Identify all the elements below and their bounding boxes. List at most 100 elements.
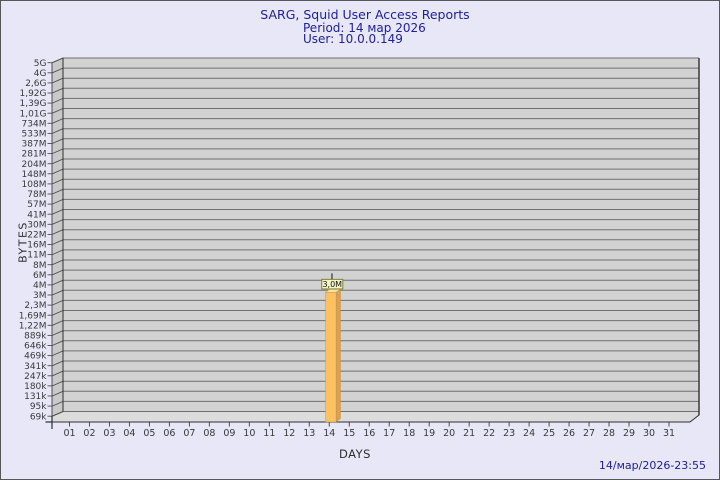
wall-tick [52, 249, 64, 256]
x-tick-label: 25 [543, 428, 555, 439]
report-timestamp: 14/мар/2026-23:55 [598, 459, 706, 472]
y-tick-label: 180k [24, 382, 47, 392]
wall-tick [52, 97, 64, 104]
x-tick-label: 10 [243, 428, 255, 439]
x-tick-label: 21 [463, 428, 475, 439]
y-tick-label: 11M [27, 251, 46, 261]
x-tick-label: 06 [163, 428, 175, 439]
plot-wall [51, 57, 64, 417]
y-tick-label: 148M [22, 170, 47, 180]
wall-tick [52, 178, 64, 185]
x-axis-labels: 01 02 03 04 05 06 07 08 09 10 11 12 13 14 15 16 17 18 19 20… [63, 422, 675, 439]
wall-tick [52, 370, 64, 377]
x-tick-label: 28 [603, 428, 615, 439]
wall-tick [52, 219, 64, 225]
y-tick-label: 1,22M [19, 321, 47, 331]
y-tick-label: 69k [30, 412, 47, 422]
wall-tick [52, 188, 64, 195]
x-tick-label: 29 [623, 428, 635, 439]
chart-title: SARG, Squid User Access Reports [260, 7, 470, 22]
bar-value-box [321, 278, 344, 290]
wall-tick [52, 118, 64, 124]
x-tick-label: 12 [283, 428, 295, 439]
wall-tick [52, 158, 64, 165]
x-tick-label: 09 [223, 428, 235, 439]
x-tick-label: 18 [403, 428, 415, 439]
x-tick-label: 13 [303, 428, 315, 439]
wall-tick [52, 67, 64, 74]
wall-tick [52, 360, 64, 367]
wall-tick [52, 148, 64, 155]
x-axis-title: DAYS [339, 447, 371, 461]
wall-tick [52, 259, 64, 266]
wall-tick [52, 390, 64, 397]
wall-tick [52, 198, 64, 205]
y-axis-labels: 5G4G2,6G1,92G1,39G1,01G734M533M387M281M2… [19, 59, 52, 422]
y-tick-label: 1,69M [19, 311, 47, 321]
x-tick-label: 17 [383, 428, 395, 439]
wall-tick [52, 380, 64, 387]
wall-tick [52, 209, 64, 215]
plot-floor [51, 411, 700, 423]
wall-tick [52, 87, 64, 94]
wall-tick [52, 77, 64, 84]
y-tick-label: 469k [24, 352, 47, 362]
x-tick-label: 07 [183, 428, 195, 439]
wall-tick [52, 239, 64, 245]
y-tick-label: 734M [22, 119, 47, 129]
y-tick-label: 1,39G [19, 99, 46, 109]
x-tick-label: 20 [443, 428, 455, 439]
x-tick-label: 24 [523, 428, 535, 439]
x-tick-label: 08 [203, 428, 215, 439]
y-tick-label: 281M [22, 150, 47, 160]
y-tick-label: 8M [33, 261, 47, 271]
y-tick-label: 4M [33, 281, 47, 291]
y-tick-label: 30M [27, 220, 46, 230]
y-tick-label: 6M [33, 271, 47, 281]
x-tick-label: 05 [143, 428, 155, 439]
x-tick-label: 31 [663, 428, 675, 439]
y-tick-label: 387M [22, 140, 47, 150]
y-tick-label: 95k [30, 402, 47, 412]
x-tick-label: 04 [123, 428, 135, 439]
wall-tick [52, 279, 64, 286]
x-tick-label: 02 [83, 428, 95, 439]
x-tick-label: 23 [503, 428, 515, 439]
wall-tick [52, 108, 64, 114]
y-tick-label: 1,92G [19, 89, 46, 99]
y-tick-label: 4G [34, 69, 47, 79]
plot-area [63, 58, 699, 412]
wall-tick [52, 138, 64, 144]
y-tick-label: 2,6G [25, 79, 46, 89]
x-tick-label: 22 [483, 428, 495, 439]
chart-period: Period: 14 мар 2026 [303, 20, 426, 35]
x-tick-label: 15 [343, 428, 355, 439]
y-tick-label: 108M [22, 180, 47, 190]
y-tick-label: 341k [24, 362, 47, 372]
y-tick-label: 5G [34, 59, 47, 69]
x-tick-label: 26 [563, 428, 575, 439]
x-tick-label: 30 [643, 428, 655, 439]
y-tick-label: 22M [27, 231, 46, 241]
wall-tick [52, 168, 64, 175]
bar-day-14 [325, 292, 337, 423]
y-tick-label: 2,3M [24, 301, 46, 311]
x-tick-label: 11 [263, 428, 275, 439]
bar-series: 3,0M [321, 273, 344, 423]
y-tick-label: 204M [22, 160, 47, 170]
x-tick-label: 03 [103, 428, 115, 439]
y-axis-title: BYTES [16, 221, 30, 263]
wall-tick [52, 330, 64, 336]
wall-tick [52, 320, 64, 326]
x-tick-label: 27 [583, 428, 595, 439]
y-tick-label: 533M [22, 130, 47, 140]
y-tick-label: 41M [27, 210, 46, 220]
wall-tick [52, 310, 64, 316]
y-tick-label: 131k [24, 392, 47, 402]
y-tick-label: 889k [24, 332, 47, 342]
wall-tick [52, 411, 64, 417]
grid-lines [52, 57, 699, 417]
wall-tick [52, 289, 64, 296]
